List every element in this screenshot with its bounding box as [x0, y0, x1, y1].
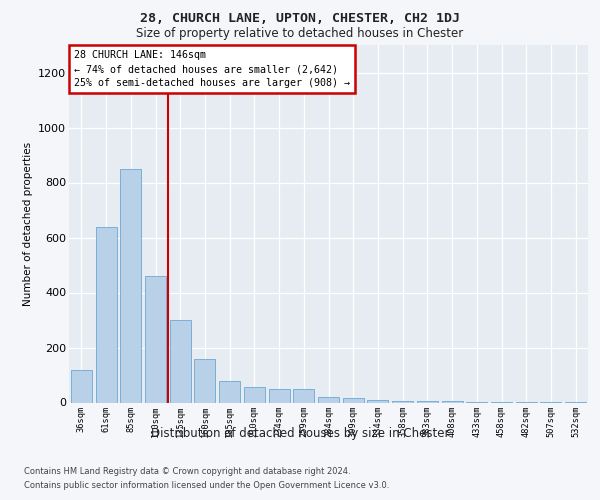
Bar — [145, 276, 166, 402]
Bar — [95, 226, 116, 402]
Y-axis label: Number of detached properties: Number of detached properties — [23, 142, 32, 306]
Bar — [269, 389, 290, 402]
Bar — [417, 401, 438, 402]
Bar — [442, 401, 463, 402]
Text: Contains HM Land Registry data © Crown copyright and database right 2024.: Contains HM Land Registry data © Crown c… — [24, 468, 350, 476]
Bar — [343, 398, 364, 402]
Bar — [367, 400, 388, 402]
Text: 28 CHURCH LANE: 146sqm
← 74% of detached houses are smaller (2,642)
25% of semi-: 28 CHURCH LANE: 146sqm ← 74% of detached… — [74, 50, 350, 88]
Bar — [194, 358, 215, 403]
Bar — [244, 388, 265, 402]
Text: Distribution of detached houses by size in Chester: Distribution of detached houses by size … — [151, 428, 449, 440]
Text: Contains public sector information licensed under the Open Government Licence v3: Contains public sector information licen… — [24, 481, 389, 490]
Bar — [170, 320, 191, 402]
Bar — [219, 380, 240, 402]
Text: Size of property relative to detached houses in Chester: Size of property relative to detached ho… — [136, 28, 464, 40]
Bar — [71, 370, 92, 402]
Bar — [392, 401, 413, 402]
Text: 28, CHURCH LANE, UPTON, CHESTER, CH2 1DJ: 28, CHURCH LANE, UPTON, CHESTER, CH2 1DJ — [140, 12, 460, 26]
Bar — [318, 397, 339, 402]
Bar — [293, 389, 314, 402]
Bar — [120, 169, 141, 402]
